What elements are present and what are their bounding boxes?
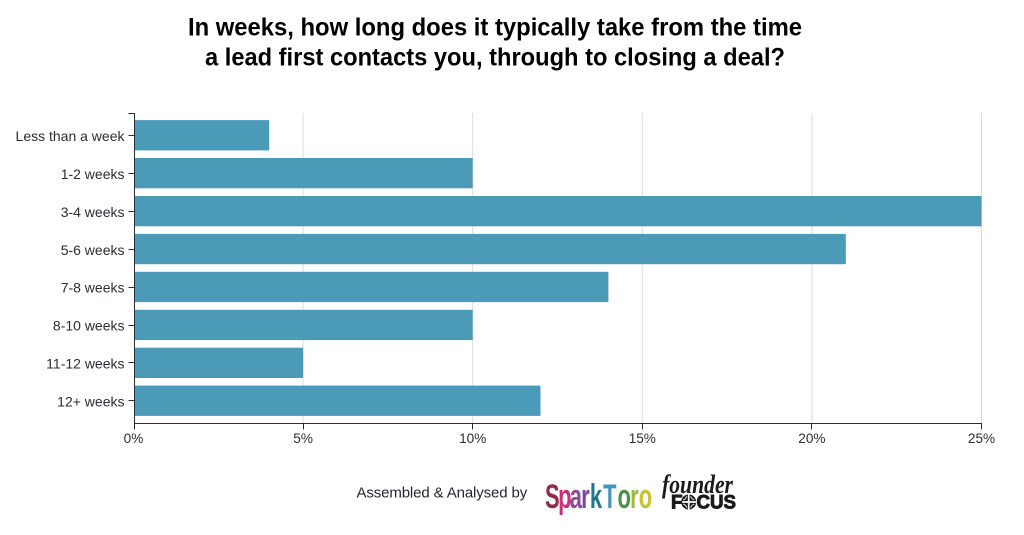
svg-text:3-4 weeks: 3-4 weeks xyxy=(61,204,125,220)
svg-text:CUS: CUS xyxy=(697,493,737,514)
svg-text:founder: founder xyxy=(662,470,734,499)
svg-text:Less than a week: Less than a week xyxy=(16,128,126,144)
svg-text:25%: 25% xyxy=(968,431,995,446)
svg-text:5-6 weeks: 5-6 weeks xyxy=(61,242,125,258)
svg-text:8-10 weeks: 8-10 weeks xyxy=(53,318,125,334)
svg-text:Assembled & Analysed by: Assembled & Analysed by xyxy=(357,485,528,502)
svg-text:11-12 weeks: 11-12 weeks xyxy=(46,356,124,372)
svg-text:a lead first contacts you, thr: a lead first contacts you, through to cl… xyxy=(205,44,785,72)
svg-text:0%: 0% xyxy=(124,431,144,446)
svg-text:10%: 10% xyxy=(459,431,486,446)
svg-text:F: F xyxy=(671,493,683,514)
svg-text:20%: 20% xyxy=(798,431,825,446)
svg-text:SparkToro: SparkToro xyxy=(545,478,652,516)
svg-text:7-8 weeks: 7-8 weeks xyxy=(61,280,125,296)
svg-text:12+ weeks: 12+ weeks xyxy=(57,394,124,410)
svg-text:1-2 weeks: 1-2 weeks xyxy=(61,166,125,182)
svg-text:In weeks, how long does it typ: In weeks, how long does it typically tak… xyxy=(188,13,802,41)
svg-text:5%: 5% xyxy=(293,431,313,446)
svg-text:15%: 15% xyxy=(629,431,656,446)
